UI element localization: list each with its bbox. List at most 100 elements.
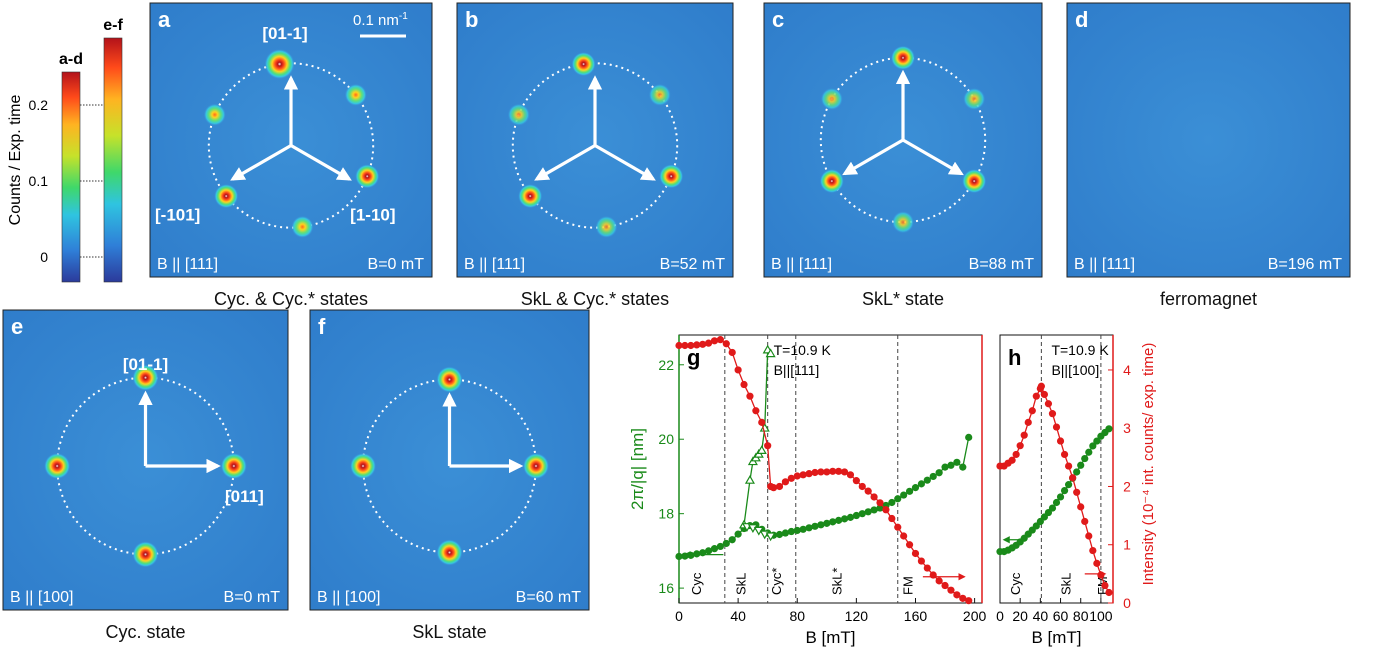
panel-letter: g — [687, 345, 700, 370]
data-point — [870, 493, 878, 501]
data-point — [888, 498, 896, 507]
data-point — [1069, 474, 1077, 482]
y-tick-label: 16 — [658, 580, 674, 596]
data-point — [882, 506, 890, 514]
data-point — [1085, 532, 1093, 540]
phase-label: SkL — [734, 573, 749, 595]
chart-panel-g: Cyc SkL Cyc* SkL* FM 0 40 80 120 160 200 B [mT] 16 18… — [628, 334, 987, 647]
data-point — [846, 471, 855, 479]
phase-label: FM — [901, 576, 916, 595]
bragg-spot — [355, 164, 380, 189]
data-point — [917, 557, 926, 565]
bragg-spot — [220, 453, 247, 479]
data-point — [699, 340, 707, 348]
data-point — [947, 586, 955, 594]
data-point — [941, 463, 949, 471]
bragg-spot — [963, 87, 986, 110]
colorbar-ad — [61, 71, 81, 283]
data-point — [716, 542, 724, 551]
data-point — [793, 472, 801, 480]
q-circle — [511, 62, 679, 229]
phase-label: Cyc — [689, 572, 704, 595]
data-point — [1085, 448, 1093, 456]
bragg-spot — [344, 83, 367, 106]
data-point — [900, 491, 908, 499]
panel-letter: d — [1075, 7, 1088, 32]
panel-caption: Cyc. state — [105, 622, 185, 642]
series-wavelength-up — [739, 344, 776, 529]
data-point — [1016, 442, 1024, 450]
series-wavelength — [996, 425, 1113, 556]
scale-unit-exponent: -1 — [399, 11, 408, 22]
data-point — [1012, 450, 1020, 459]
data-point — [864, 487, 872, 495]
data-point — [722, 340, 730, 348]
data-point — [900, 532, 908, 540]
data-point — [675, 341, 683, 350]
x-tick-label: 20 — [1012, 608, 1028, 624]
data-point — [764, 442, 772, 450]
y2-axis-label: Intensity (10⁻⁴ int. counts/ exp. time) — [1140, 343, 1157, 586]
x-tick-label: 200 — [963, 608, 987, 624]
x-tick-label: 40 — [730, 608, 746, 624]
data-point — [894, 495, 902, 503]
bragg-spot — [962, 169, 987, 194]
panel-letter: b — [465, 7, 478, 32]
colorbar-ef-label: e-f — [103, 17, 123, 34]
colorbar-tick-0: 0 — [40, 249, 48, 265]
data-point — [805, 524, 813, 532]
data-point — [787, 527, 795, 536]
data-point — [1093, 437, 1101, 445]
phase-label: SkL — [1059, 573, 1074, 595]
bragg-spot — [44, 453, 71, 479]
data-point — [959, 463, 967, 471]
data-point — [781, 529, 790, 537]
map-panel-c: c B || [111] B=88 mT SkL* state — [763, 2, 1043, 309]
field-value: B=60 mT — [516, 589, 582, 606]
data-point — [1060, 450, 1069, 459]
field-direction: B || [100] — [10, 589, 73, 606]
data-point — [740, 380, 748, 389]
data-point — [775, 482, 784, 491]
bragg-spot — [132, 541, 159, 568]
panel-letter: a — [158, 7, 171, 32]
y-axis-label: 2π/|q| [nm] — [628, 428, 647, 510]
data-point — [929, 571, 937, 579]
data-point — [1073, 488, 1081, 496]
data-point — [858, 510, 866, 518]
data-point — [805, 470, 813, 478]
data-point — [704, 339, 713, 347]
y2-tick-label: 2 — [1123, 478, 1131, 494]
panel-caption: SkL & Cyc.* states — [521, 289, 669, 309]
data-point — [905, 541, 914, 549]
data-point — [864, 508, 872, 516]
data-point — [1073, 468, 1081, 476]
direction-label: [011] — [225, 487, 264, 506]
data-point — [941, 581, 949, 590]
data-point — [1101, 581, 1109, 590]
data-point — [923, 476, 931, 484]
data-point — [1032, 392, 1040, 400]
data-point — [835, 467, 843, 475]
data-point — [752, 407, 760, 415]
data-point — [1008, 456, 1016, 464]
data-point — [793, 526, 801, 535]
field-direction: B || [111] — [464, 256, 525, 273]
bragg-spot — [518, 184, 543, 209]
data-point — [1044, 400, 1053, 408]
data-point — [923, 564, 931, 572]
bragg-spot — [436, 539, 463, 566]
data-point — [1037, 382, 1045, 390]
data-point — [1052, 423, 1061, 431]
data-point — [911, 549, 920, 558]
bragg-spot — [507, 103, 530, 126]
bragg-spot — [350, 453, 377, 479]
map-panel-e: e B || [100] B=0 mT Cyc. state [01-1] [011] — [2, 309, 289, 642]
data-point — [734, 530, 742, 538]
data-point — [965, 433, 973, 441]
scale-label: 0.1 nm-1 — [353, 11, 408, 29]
data-point — [681, 341, 689, 350]
data-point — [840, 468, 849, 476]
